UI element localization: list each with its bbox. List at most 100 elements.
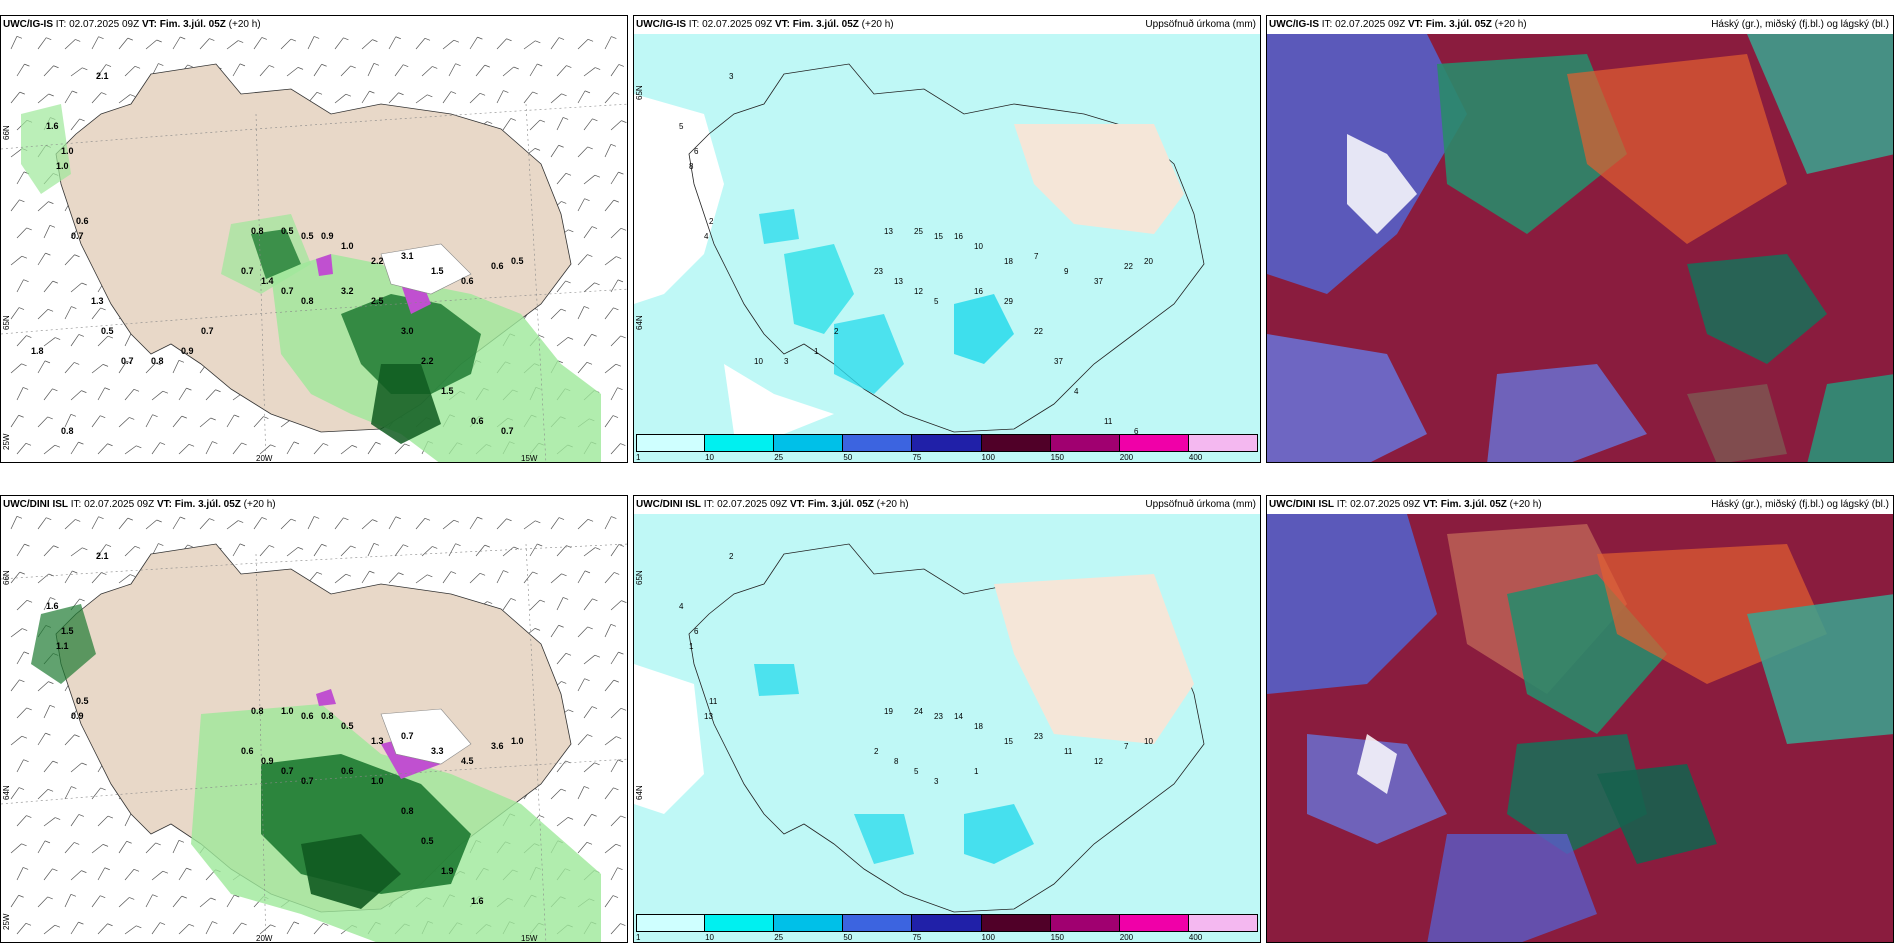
wind-barb <box>124 333 132 347</box>
wind-barb-flag <box>615 843 622 847</box>
wind-barb <box>91 787 101 800</box>
wind-barb-flag <box>19 91 25 95</box>
lat-label-66n: 66N <box>2 125 11 140</box>
wind-barb <box>172 516 181 530</box>
wind-barb-flag <box>584 306 590 309</box>
wind-barb <box>367 442 376 455</box>
wind-barb <box>16 279 24 293</box>
wind-barb-flag <box>616 256 622 259</box>
wind-barb-flag <box>21 843 27 847</box>
wind-barb-flag <box>234 894 240 898</box>
precip-value-label: 16 <box>954 232 963 241</box>
wind-barb <box>550 37 560 50</box>
wind-barb-flag <box>565 280 571 284</box>
wind-barb-flag <box>316 571 323 575</box>
wind-barb <box>442 571 452 584</box>
wind-barb <box>97 64 107 77</box>
precip-value-label: 4 <box>704 232 709 241</box>
wind-barb <box>610 171 619 185</box>
wind-barb <box>394 64 404 77</box>
wind-barb-flag <box>398 572 404 576</box>
wind-barb-flag <box>188 923 195 927</box>
wind-barb <box>151 870 164 881</box>
wind-barb-flag <box>26 707 32 711</box>
wind-barb-flag <box>369 570 375 574</box>
wind-barb <box>172 895 183 908</box>
wind-barb <box>259 444 271 455</box>
wind-barb <box>43 705 51 719</box>
wind-barb <box>610 651 619 665</box>
wind-barb-flag <box>24 543 30 547</box>
wind-barb <box>340 65 351 77</box>
precip-value-label: 4 <box>1074 387 1079 396</box>
precip-value-label: 1.8 <box>31 346 44 356</box>
precip-value-label: 0.8 <box>251 226 264 236</box>
wind-barb <box>145 362 156 374</box>
precip-value-label: 0.5 <box>341 721 354 731</box>
wind-barb <box>70 282 82 293</box>
precip-value-label: 0.8 <box>61 426 74 436</box>
wind-barb <box>145 519 157 530</box>
wind-barb <box>550 573 562 584</box>
wind-barb-flag <box>487 121 493 124</box>
precip-value-label: 22 <box>1034 327 1043 336</box>
wind-barb <box>43 225 51 239</box>
wind-barb <box>10 843 22 854</box>
wind-barb <box>259 924 271 935</box>
glacier-hatch <box>380 243 472 295</box>
wind-barb-flag <box>620 335 626 339</box>
wind-barb-flag <box>584 678 590 681</box>
wind-barb-flag <box>45 732 51 736</box>
wind-barb <box>43 65 54 77</box>
colorbar-swatch <box>1050 434 1120 452</box>
wind-barb <box>226 414 235 428</box>
wind-barb <box>583 598 593 611</box>
wind-barb-flag <box>539 335 545 338</box>
precip-value-label: 12 <box>1094 757 1103 766</box>
panel-title: Háský (gr.), miðský (fj.bl.) og lágský (… <box>1711 19 1889 30</box>
wind-barb-flag <box>239 543 246 547</box>
wind-barb-flag <box>75 39 81 42</box>
precip-value-label: 2 <box>709 217 714 226</box>
precip-value-label: 0.6 <box>461 276 474 286</box>
precip-value-label: 3.1 <box>401 251 414 261</box>
wind-barb <box>91 92 102 104</box>
wind-barb <box>10 363 22 374</box>
lat-label-65n: 65N <box>635 570 644 585</box>
wind-barb <box>124 445 137 455</box>
precip-value-label: 6 <box>694 147 699 156</box>
wind-barb <box>604 92 615 104</box>
panel-header: UWC/DINI ISL IT: 02.07.2025 09Z VT: Fim.… <box>636 499 909 510</box>
wind-barb-flag <box>133 388 140 392</box>
wind-barb <box>10 787 20 800</box>
wind-barb <box>10 735 23 746</box>
wind-barb-flag <box>616 736 622 739</box>
wind-barb-flag <box>126 840 132 844</box>
precip-value-label: 3 <box>934 777 939 786</box>
precip-value-label: 7 <box>1034 252 1039 261</box>
wind-barb-flag <box>432 546 438 549</box>
wind-barb <box>97 335 109 347</box>
wind-barb-flag <box>81 870 87 873</box>
wind-barb <box>232 63 241 77</box>
wind-barb-flag <box>104 867 110 871</box>
wind-barb-flag <box>78 921 84 925</box>
precip-value-label: 23 <box>874 267 883 276</box>
wind-barb <box>583 654 596 665</box>
wind-barb-flag <box>79 118 85 122</box>
precip-value-label: 1.3 <box>371 736 384 746</box>
wind-barb <box>415 38 426 50</box>
wind-barb-flag <box>152 894 158 897</box>
wind-barb-flag <box>427 94 433 98</box>
wind-barb-flag <box>323 443 329 446</box>
precip-value-label: 0.5 <box>511 256 524 266</box>
wind-barb <box>10 36 18 50</box>
wind-barb-flag <box>314 36 320 39</box>
wind-barb-flag <box>568 229 574 233</box>
wind-barb <box>10 307 20 320</box>
precip-value-label: 1.9 <box>441 866 454 876</box>
wind-barb-flag <box>532 91 538 95</box>
wind-barb <box>577 39 589 50</box>
colorbar-swatch <box>843 914 913 932</box>
wind-barb-flag <box>323 923 329 926</box>
